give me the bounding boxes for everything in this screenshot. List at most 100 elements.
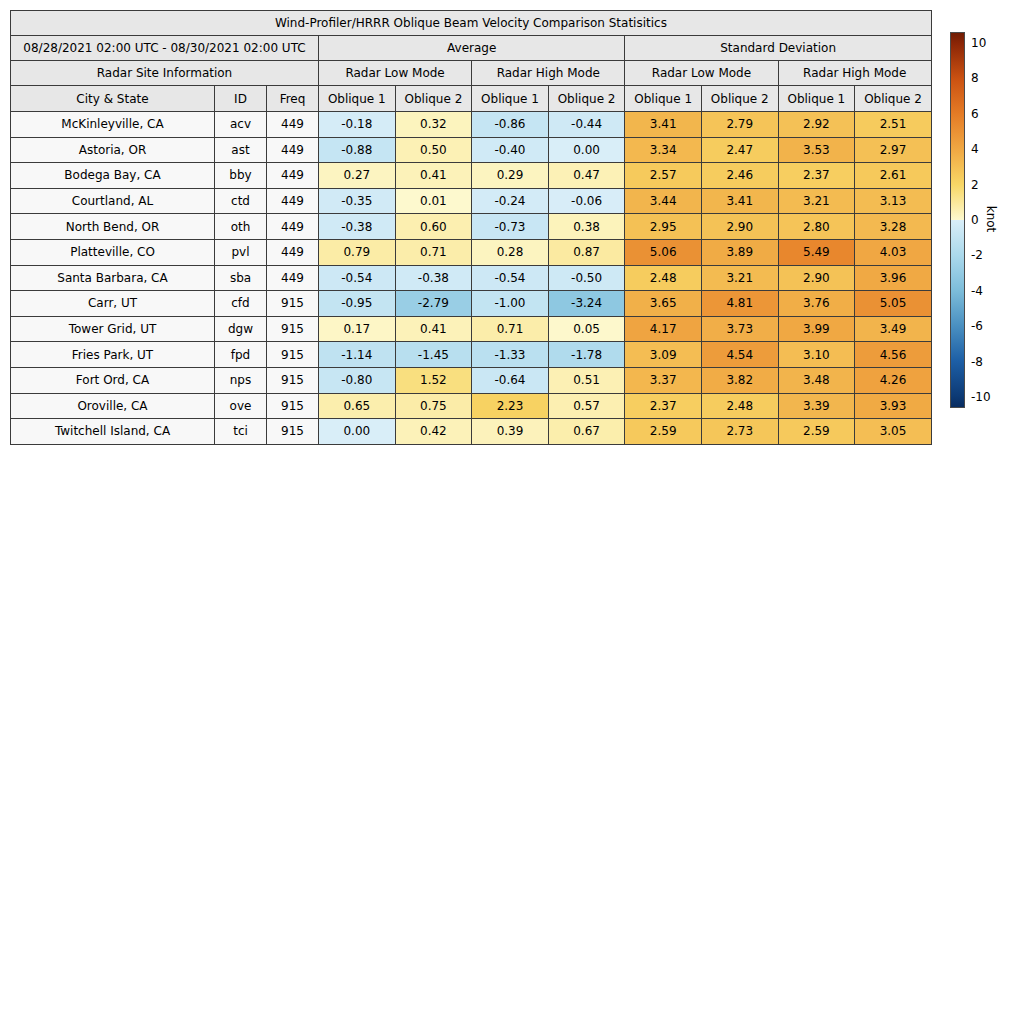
- site-row: Fries Park, UTfpd915-1.14-1.45-1.33-1.78…: [11, 342, 932, 368]
- sd-low-mode-header: Radar Low Mode: [625, 61, 778, 86]
- colorbar-unit-label: knot: [984, 206, 998, 233]
- id-header: ID: [215, 86, 267, 112]
- value-cell: 0.71: [472, 316, 549, 342]
- freq-cell: 915: [267, 291, 319, 317]
- oblique2-header: Oblique 2: [701, 86, 778, 112]
- value-cell: 2.79: [701, 112, 778, 138]
- value-cell: 3.41: [701, 188, 778, 214]
- value-cell: -1.33: [472, 342, 549, 368]
- oblique2-header: Oblique 2: [395, 86, 472, 112]
- value-cell: 5.05: [855, 291, 932, 317]
- value-cell: -1.14: [319, 342, 396, 368]
- value-cell: 3.21: [778, 188, 855, 214]
- colorbar-tick-label: -8: [971, 354, 1007, 370]
- value-cell: 0.39: [472, 419, 549, 445]
- city-cell: North Bend, OR: [11, 214, 215, 240]
- freq-cell: 915: [267, 419, 319, 445]
- site-id-cell: fpd: [215, 342, 267, 368]
- value-cell: 3.28: [855, 214, 932, 240]
- freq-cell: 449: [267, 239, 319, 265]
- site-row: Oroville, CAove9150.650.752.230.572.372.…: [11, 393, 932, 419]
- site-row: Fort Ord, CAnps915-0.801.52-0.640.513.37…: [11, 367, 932, 393]
- freq-cell: 915: [267, 316, 319, 342]
- colorbar-gradient: [950, 32, 965, 408]
- site-id-cell: ctd: [215, 188, 267, 214]
- site-row: McKinleyville, CAacv449-0.180.32-0.86-0.…: [11, 112, 932, 138]
- value-cell: 3.05: [855, 419, 932, 445]
- site-row: North Bend, ORoth449-0.380.60-0.730.382.…: [11, 214, 932, 240]
- value-cell: -0.88: [319, 137, 396, 163]
- value-cell: -0.38: [319, 214, 396, 240]
- value-cell: 0.00: [319, 419, 396, 445]
- value-cell: 2.48: [625, 265, 702, 291]
- value-cell: -0.86: [472, 112, 549, 138]
- value-cell: 0.28: [472, 239, 549, 265]
- value-cell: 3.41: [625, 112, 702, 138]
- value-cell: 3.53: [778, 137, 855, 163]
- table-title: Wind-Profiler/HRRR Oblique Beam Velocity…: [11, 11, 932, 36]
- value-cell: 4.56: [855, 342, 932, 368]
- site-row: Courtland, ALctd449-0.350.01-0.24-0.063.…: [11, 188, 932, 214]
- value-cell: 3.39: [778, 393, 855, 419]
- value-cell: -1.78: [548, 342, 625, 368]
- value-cell: -0.80: [319, 367, 396, 393]
- freq-cell: 449: [267, 265, 319, 291]
- colorbar-tick-label: 6: [971, 106, 1007, 122]
- value-cell: 4.17: [625, 316, 702, 342]
- freq-cell: 915: [267, 367, 319, 393]
- freq-cell: 449: [267, 214, 319, 240]
- value-cell: 0.67: [548, 419, 625, 445]
- freq-cell: 449: [267, 137, 319, 163]
- value-cell: -0.50: [548, 265, 625, 291]
- city-cell: Oroville, CA: [11, 393, 215, 419]
- value-cell: -2.79: [395, 291, 472, 317]
- city-cell: Platteville, CO: [11, 239, 215, 265]
- colorbar-tick-label: -2: [971, 247, 1007, 263]
- city-cell: Twitchell Island, CA: [11, 419, 215, 445]
- freq-cell: 449: [267, 163, 319, 189]
- value-cell: 0.17: [319, 316, 396, 342]
- value-cell: 0.87: [548, 239, 625, 265]
- site-id-cell: cfd: [215, 291, 267, 317]
- value-cell: 0.60: [395, 214, 472, 240]
- value-cell: 3.44: [625, 188, 702, 214]
- value-cell: 2.90: [778, 265, 855, 291]
- value-cell: 0.05: [548, 316, 625, 342]
- value-cell: 2.92: [778, 112, 855, 138]
- value-cell: -0.64: [472, 367, 549, 393]
- table-body: McKinleyville, CAacv449-0.180.32-0.86-0.…: [11, 112, 932, 445]
- site-id-cell: pvl: [215, 239, 267, 265]
- colorbar-tick-label: -10: [971, 389, 1007, 405]
- value-cell: -0.40: [472, 137, 549, 163]
- value-cell: 2.80: [778, 214, 855, 240]
- site-id-cell: acv: [215, 112, 267, 138]
- value-cell: 0.41: [395, 316, 472, 342]
- site-row: Tower Grid, UTdgw9150.170.410.710.054.17…: [11, 316, 932, 342]
- value-cell: 0.79: [319, 239, 396, 265]
- title-row: Wind-Profiler/HRRR Oblique Beam Velocity…: [11, 11, 932, 36]
- site-row: Carr, UTcfd915-0.95-2.79-1.00-3.243.654.…: [11, 291, 932, 317]
- site-id-cell: tci: [215, 419, 267, 445]
- value-cell: 0.01: [395, 188, 472, 214]
- value-cell: 0.71: [395, 239, 472, 265]
- value-cell: 3.82: [701, 367, 778, 393]
- avg-high-mode-header: Radar High Mode: [472, 61, 625, 86]
- site-id-cell: sba: [215, 265, 267, 291]
- value-cell: 0.50: [395, 137, 472, 163]
- value-cell: 4.54: [701, 342, 778, 368]
- colorbar-tick-label: 8: [971, 70, 1007, 86]
- freq-cell: 915: [267, 393, 319, 419]
- freq-cell: 449: [267, 112, 319, 138]
- value-cell: 2.47: [701, 137, 778, 163]
- site-id-cell: dgw: [215, 316, 267, 342]
- freq-cell: 915: [267, 342, 319, 368]
- colorbar: 1086420-2-4-6-8-10 knot: [950, 32, 1010, 408]
- value-cell: 2.90: [701, 214, 778, 240]
- oblique1-header: Oblique 1: [472, 86, 549, 112]
- value-cell: 1.52: [395, 367, 472, 393]
- value-cell: 3.21: [701, 265, 778, 291]
- freq-header: Freq: [267, 86, 319, 112]
- site-row: Santa Barbara, CAsba449-0.54-0.38-0.54-0…: [11, 265, 932, 291]
- value-cell: 0.42: [395, 419, 472, 445]
- value-cell: 0.75: [395, 393, 472, 419]
